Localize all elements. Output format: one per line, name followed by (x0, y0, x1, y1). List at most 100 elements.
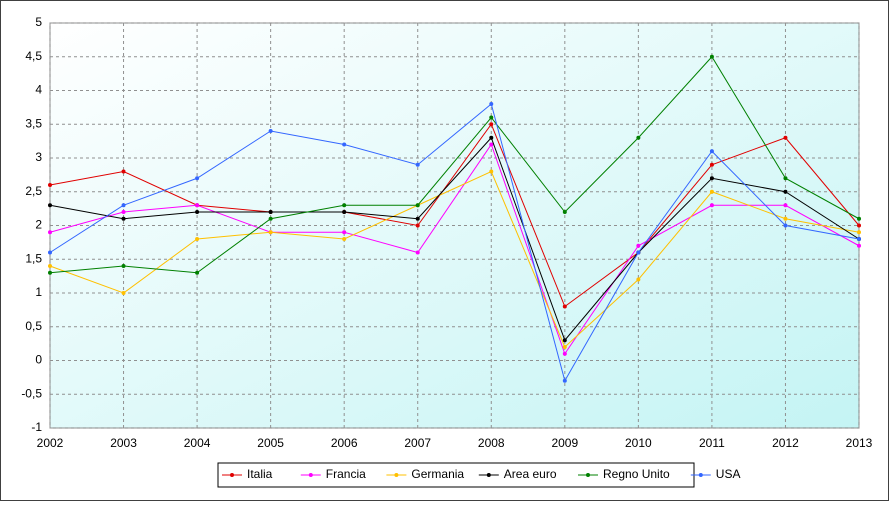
legend-label: Germania (411, 467, 464, 481)
y-tick-label: 1 (35, 285, 42, 299)
point (857, 237, 861, 241)
point (48, 230, 52, 235)
series-line (49, 123, 860, 308)
x-tick-label: 2012 (772, 436, 799, 450)
point (709, 162, 714, 167)
x-tick-label: 2002 (37, 436, 64, 450)
legend-marker (394, 473, 399, 477)
point (489, 115, 494, 120)
series-line (49, 103, 860, 383)
point (562, 210, 567, 214)
point (342, 230, 347, 235)
point (636, 250, 641, 255)
point (121, 169, 126, 174)
x-tick-label: 2009 (551, 436, 578, 450)
point (195, 176, 200, 181)
point (195, 237, 200, 241)
point (562, 351, 567, 356)
point (121, 210, 126, 214)
point (48, 203, 52, 208)
legend-marker (486, 473, 491, 477)
point (268, 129, 273, 133)
legend-label: Francia (326, 467, 366, 481)
point (857, 216, 861, 221)
point (636, 277, 641, 282)
y-tick-label: 0 (35, 353, 42, 367)
y-tick-label: 3 (35, 150, 42, 164)
point (268, 216, 273, 221)
point (121, 291, 126, 295)
x-tick-label: 2004 (184, 436, 211, 450)
point (857, 223, 861, 228)
point (709, 176, 714, 181)
x-tick-label: 2008 (478, 436, 505, 450)
y-tick-label: 5 (35, 15, 42, 29)
x-tick-label: 2013 (846, 436, 873, 450)
point (342, 142, 347, 147)
series-line (49, 143, 860, 355)
legend-box (217, 462, 695, 488)
point (709, 203, 714, 208)
point (783, 223, 788, 228)
point (489, 169, 494, 174)
point (195, 210, 200, 214)
x-tick-label: 2010 (625, 436, 652, 450)
y-tick-label: 2 (35, 218, 42, 232)
series-line (49, 136, 860, 342)
x-tick-label: 2007 (404, 436, 431, 450)
point (562, 338, 567, 343)
point (121, 203, 126, 208)
point (48, 183, 52, 187)
y-tick-label: 4 (35, 83, 42, 97)
point (489, 135, 494, 140)
point (636, 243, 641, 248)
point (342, 237, 347, 241)
point (268, 210, 273, 214)
legend-marker (586, 473, 590, 477)
point (121, 216, 126, 221)
point (48, 270, 52, 275)
legend-label: USA (716, 467, 741, 481)
point (489, 102, 494, 106)
x-tick-label: 2003 (110, 436, 137, 450)
point (342, 210, 347, 214)
point (195, 270, 200, 275)
point (415, 250, 420, 255)
legend-label: Italia (247, 467, 273, 481)
legend-marker (308, 473, 313, 477)
point (489, 122, 494, 127)
point (783, 203, 788, 208)
legend-label: Area euro (504, 467, 557, 481)
legend-marker (698, 473, 703, 477)
y-tick-label: 3,5 (25, 116, 42, 130)
x-tick-label: 2011 (699, 436, 725, 450)
legend-marker (230, 473, 234, 477)
y-tick-label: 2,5 (25, 184, 42, 198)
point (342, 203, 347, 208)
point (636, 135, 641, 140)
point (415, 203, 420, 208)
y-tick-label: -0,5 (21, 386, 42, 400)
point (857, 230, 861, 235)
point (783, 189, 788, 194)
series-line (49, 170, 860, 348)
series-line (49, 55, 860, 274)
point (195, 203, 200, 208)
point (783, 135, 788, 140)
point (562, 345, 567, 349)
point (783, 176, 788, 181)
point (415, 162, 420, 167)
point (415, 216, 420, 221)
point (121, 264, 126, 268)
y-tick-label: -1 (31, 420, 42, 434)
y-tick-label: 4,5 (25, 49, 42, 63)
legend-label: Regno Unito (603, 467, 670, 481)
point (489, 142, 494, 147)
point (783, 216, 788, 221)
point (709, 54, 714, 59)
point (562, 304, 567, 309)
point (415, 223, 420, 228)
y-tick-label: 0,5 (25, 319, 42, 333)
y-tick-label: 1,5 (25, 251, 42, 265)
